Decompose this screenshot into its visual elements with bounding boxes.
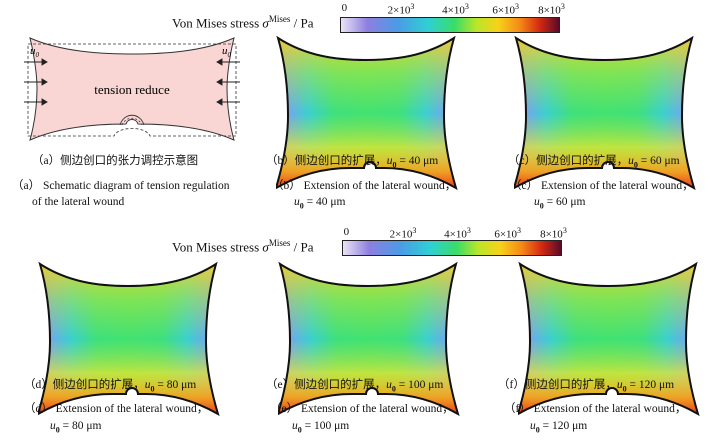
schematic-original-outline (27, 43, 237, 137)
caption-d-en1: （d） Extension of the lateral wound， (24, 403, 209, 415)
colorbar-top-gradient (340, 17, 560, 33)
stress-plot-b (276, 37, 457, 189)
caption-c-en2: u0 = 60 μm (534, 196, 586, 211)
colorbar-tick: 0 (343, 226, 350, 238)
stress-plot-c (514, 37, 695, 189)
schematic-deformed-shape (29, 37, 235, 141)
caption-b-cn: （b）侧边创口的扩展，u0 = 40 μm (266, 155, 439, 170)
colorbar-tick: 4×103 (444, 226, 471, 241)
colorbar-tick: 8×103 (538, 2, 565, 17)
caption-e-cn: （e）侧边创口的扩展，u0 = 100 μm (266, 379, 444, 394)
caption-e-en2: u0 = 100 μm (292, 420, 350, 435)
stress-plot-e (278, 263, 459, 415)
colorbar-tick: 6×103 (494, 226, 522, 241)
colorbar-title-text: Von Mises stress (172, 239, 260, 255)
colorbar-tick: 2×103 (387, 2, 415, 17)
colorbar-top-title: Von Mises stress σMises / Pa (172, 14, 313, 31)
caption-e-en1: （e） Extension of the lateral wound， (270, 403, 454, 415)
stress-plot-d (38, 263, 219, 415)
colorbar-tick: 0 (341, 2, 348, 14)
caption-f-cn: （f）侧边创口的扩展，u0 = 120 μm (498, 379, 675, 394)
caption-c-cn: （c）侧边创口的扩展，u0 = 60 μm (508, 155, 680, 170)
caption-a-en2: of the lateral wound (32, 196, 125, 208)
caption-f-en1: （f） Extension of the lateral wound， (504, 403, 687, 415)
caption-d-en2: u0 = 80 μm (50, 420, 102, 435)
caption-a-en1: （a） Schematic diagram of tension regulat… (12, 180, 230, 192)
colorbar-tick: 8×103 (540, 226, 567, 241)
stress-plot-f (518, 263, 699, 415)
colorbar-unit: / Pa (293, 239, 314, 255)
schematic-u-right: u0 (222, 45, 232, 59)
colorbar-unit: / Pa (293, 15, 314, 31)
colorbar-bottom-ticks: 0 2×103 4×103 6×103 8×103 (342, 226, 567, 241)
left-arrows-icon (24, 58, 48, 106)
caption-b-en1: （b） Extension of the lateral wound， (272, 180, 457, 192)
colorbar-symbol: σ (262, 239, 269, 255)
caption-a-cn: （a）侧边创口的张力调控示意图 (32, 155, 199, 167)
colorbar-top-ticks: 0 2×103 4×103 6×103 8×103 (340, 2, 565, 17)
colorbar-tick: 2×103 (389, 226, 417, 241)
schematic-diagram: u0 u0 tension reduce (24, 37, 240, 141)
schematic-label: tension reduce (94, 82, 170, 97)
colorbar-tick: 6×103 (492, 2, 520, 17)
colorbar-tick: 4×103 (442, 2, 469, 17)
caption-c-en1: （c） Extension of the lateral wound， (510, 180, 694, 192)
schematic-u-left: u0 (30, 45, 40, 59)
caption-d-cn: （d）侧边创口的扩展，u0 = 80 μm (24, 379, 197, 394)
caption-f-en2: u0 = 120 μm (530, 420, 588, 435)
colorbar-sup: Mises (268, 238, 291, 248)
caption-b-en2: u0 = 40 μm (294, 196, 346, 211)
schematic-wound-bump (119, 114, 145, 126)
colorbar-bottom-bar (342, 240, 562, 256)
colorbar-bottom-title: Von Mises stress σMises / Pa (172, 238, 313, 255)
colorbar-sup: Mises (268, 14, 291, 24)
colorbar-symbol: σ (262, 15, 269, 31)
colorbar-title-text: Von Mises stress (172, 15, 260, 31)
right-arrows-icon (216, 58, 240, 106)
